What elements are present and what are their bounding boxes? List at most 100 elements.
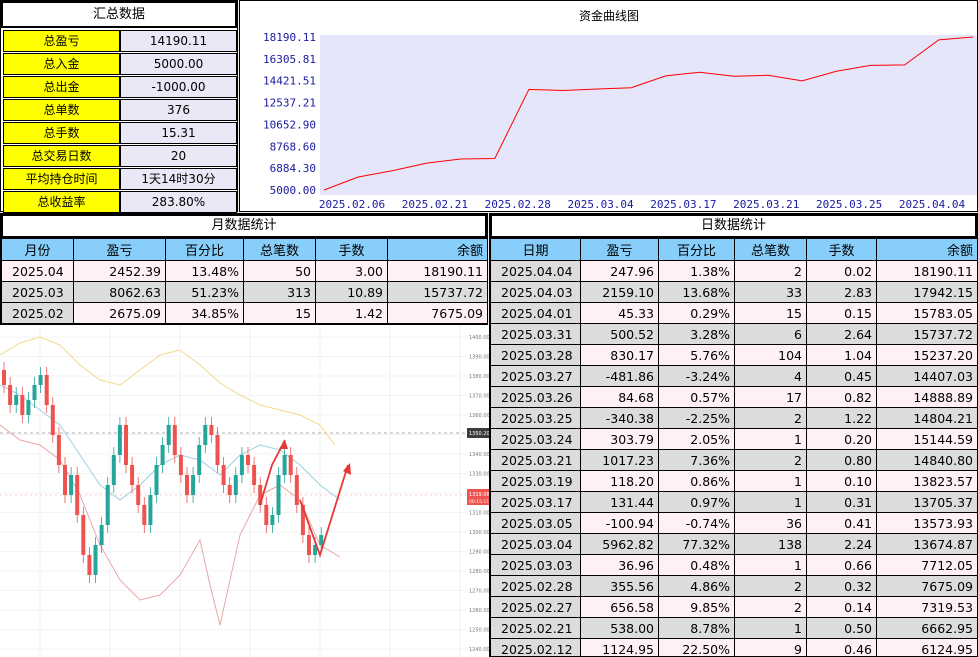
summary-value: -1000.00 [120, 76, 237, 98]
crosshair-price-box [467, 428, 489, 438]
table-cell: 15783.05 [876, 302, 977, 324]
table-cell: 50 [243, 260, 316, 282]
table-cell: -340.38 [580, 407, 659, 429]
candle-body [191, 475, 196, 495]
summary-label: 总交易日数 [3, 145, 120, 167]
table-cell: 9 [734, 638, 807, 656]
table-cell: 1.38% [658, 260, 735, 282]
y-tick-label: 14421.51 [263, 75, 316, 88]
table-cell: 2159.10 [580, 281, 659, 303]
table-cell: 13.48% [165, 260, 244, 282]
table-row: 2025.03.03 36.96 0.48% 1 0.66 7712.05 [490, 554, 977, 576]
table-cell: 2025.03.25 [490, 407, 581, 429]
table-cell: 538.00 [580, 617, 659, 639]
candle-body [63, 465, 67, 495]
table-cell: 7319.53 [876, 596, 977, 618]
price-tick-label: 1300.00 [469, 530, 489, 536]
table-cell: 0.45 [806, 365, 877, 387]
table-cell: 0.48% [658, 554, 735, 576]
summary-row: 总收益率 283.80% [3, 191, 237, 213]
last-price-box [467, 489, 489, 505]
candle-body [75, 475, 80, 515]
y-tick-label: 18190.11 [263, 31, 316, 44]
candle-body [203, 425, 208, 445]
candle-body [276, 475, 281, 515]
candle-body [197, 445, 202, 475]
candle-body [130, 465, 135, 485]
table-cell: 1 [734, 617, 807, 639]
table-cell: 13674.87 [876, 533, 977, 555]
table-cell: 2025.03.17 [490, 491, 581, 513]
table-cell: 14888.89 [876, 386, 977, 408]
table-cell: -481.86 [580, 365, 659, 387]
column-header: 手数 [315, 238, 388, 261]
price-tick-label: 1280.00 [469, 569, 489, 575]
summary-value: 1天14时30分 [120, 168, 237, 190]
candle-body [300, 505, 305, 535]
x-tick-label: 2025.03.25 [816, 198, 882, 211]
column-header: 余额 [387, 238, 487, 261]
table-cell: 0.82 [806, 386, 877, 408]
table-row: 2025.03.17 131.44 0.97% 1 0.31 13705.37 [490, 491, 977, 513]
candle-body [56, 435, 61, 465]
summary-row: 总单数 376 [3, 99, 237, 121]
table-cell: 2025.03.26 [490, 386, 581, 408]
table-cell: 1124.95 [580, 638, 659, 656]
table-cell: 15144.59 [876, 428, 977, 450]
candle-body [93, 545, 98, 575]
y-tick-label: 10652.90 [263, 118, 316, 131]
table-cell: -0.74% [658, 512, 735, 534]
table-cell: 7675.09 [876, 575, 977, 597]
summary-value: 14190.11 [120, 30, 237, 52]
table-cell: 2025.03.19 [490, 470, 581, 492]
table-cell: 14804.21 [876, 407, 977, 429]
table-cell: 34.85% [165, 302, 244, 324]
table-cell: 51.23% [165, 281, 244, 303]
table-cell: 2025.03.27 [490, 365, 581, 387]
table-cell: 1017.23 [580, 449, 659, 471]
table-cell: 2025.04.01 [490, 302, 581, 324]
crosshair-price: 1350.20 [469, 431, 489, 437]
day-panel: 日数据统计 日期 盈亏 百分比 总笔数 手数 余额 2025.04.04 247.96 1.3… [489, 213, 978, 657]
table-row: 2025.02.27 656.58 9.85% 2 0.14 7319.53 [490, 596, 977, 618]
column-header: 盈亏 [73, 238, 166, 261]
day-title: 日数据统计 [490, 214, 977, 238]
table-cell: 15237.20 [876, 344, 977, 366]
table-cell: 104 [734, 344, 807, 366]
table-cell: 13573.93 [876, 512, 977, 534]
candle-body [282, 455, 287, 475]
table-cell: 0.32 [806, 575, 877, 597]
candle-body [307, 535, 311, 555]
summary-row: 总盈亏 14190.11 [3, 30, 237, 52]
table-cell: 1 [734, 470, 807, 492]
table-cell: 8062.63 [73, 281, 166, 303]
table-cell: 2 [734, 260, 807, 282]
table-cell: 303.79 [580, 428, 659, 450]
table-cell: 2 [734, 407, 807, 429]
candle-bg [0, 325, 489, 657]
table-cell: 10.89 [315, 281, 388, 303]
candle-body [142, 505, 147, 525]
table-cell: 14840.80 [876, 449, 977, 471]
table-cell: 1.42 [315, 302, 388, 324]
candle-body [264, 505, 269, 525]
price-tick-label: 1390.00 [469, 355, 489, 361]
summary-value: 283.80% [120, 191, 237, 213]
table-cell: 77.32% [658, 533, 735, 555]
upper-band [0, 336, 336, 446]
candle-body [50, 405, 55, 435]
table-cell: 6662.95 [876, 617, 977, 639]
x-tick-label: 2025.02.21 [402, 198, 468, 211]
table-cell: 355.56 [580, 575, 659, 597]
table-cell: 5.76% [658, 344, 735, 366]
table-cell: 138 [734, 533, 807, 555]
candle-body [8, 385, 13, 405]
price-tick-label: 1380.00 [469, 374, 489, 380]
table-cell: 0.80 [806, 449, 877, 471]
table-cell: 2025.03.21 [490, 449, 581, 471]
candle-body [69, 475, 74, 495]
table-cell: -3.24% [658, 365, 735, 387]
table-cell: 22.50% [658, 638, 735, 656]
candle-body [136, 485, 141, 505]
summary-row: 平均持仓时间 1天14时30分 [3, 168, 237, 190]
